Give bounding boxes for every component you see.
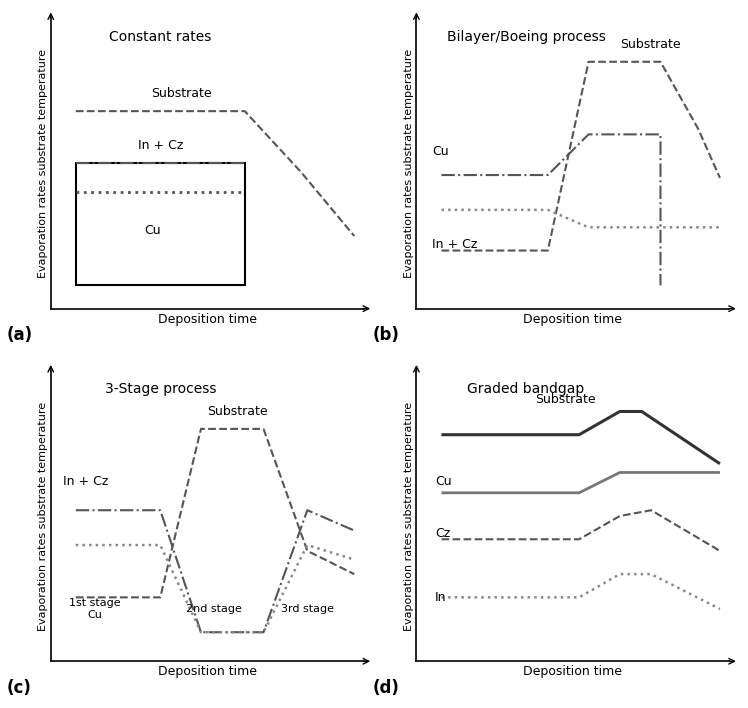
Text: 3-Stage process: 3-Stage process: [105, 382, 216, 396]
Text: Cu: Cu: [432, 145, 449, 159]
Text: In + Cz: In + Cz: [64, 474, 108, 488]
X-axis label: Deposition time: Deposition time: [524, 666, 622, 678]
Text: Substrate: Substrate: [151, 87, 212, 101]
Y-axis label: Evaporation rates substrate temperature: Evaporation rates substrate temperature: [404, 401, 414, 631]
Text: (c): (c): [7, 679, 32, 697]
Text: Graded bandgap: Graded bandgap: [468, 382, 585, 396]
X-axis label: Deposition time: Deposition time: [524, 313, 622, 326]
Text: In: In: [435, 591, 447, 604]
Text: 3rd stage: 3rd stage: [280, 604, 334, 614]
Text: Bilayer/Boeing process: Bilayer/Boeing process: [447, 30, 605, 44]
Text: (b): (b): [373, 326, 399, 344]
Text: Substrate: Substrate: [620, 38, 681, 51]
Y-axis label: Evaporation rates substrate temperature: Evaporation rates substrate temperature: [38, 49, 48, 278]
X-axis label: Deposition time: Deposition time: [158, 666, 257, 678]
Text: 1st stage
Cu: 1st stage Cu: [69, 598, 120, 620]
Y-axis label: Evaporation rates substrate temperature: Evaporation rates substrate temperature: [38, 401, 48, 631]
Text: In + Cz: In + Cz: [138, 139, 184, 152]
Text: Cu: Cu: [144, 224, 162, 236]
Text: Constant rates: Constant rates: [109, 30, 212, 44]
Text: 2nd stage: 2nd stage: [186, 604, 242, 614]
Bar: [76, 164, 245, 285]
Text: Substrate: Substrate: [207, 405, 268, 418]
Text: Cz: Cz: [435, 527, 450, 540]
Text: (d): (d): [373, 679, 399, 697]
Text: Substrate: Substrate: [536, 394, 596, 406]
Text: (a): (a): [7, 326, 33, 344]
Text: In + Cz: In + Cz: [432, 238, 477, 251]
Y-axis label: Evaporation rates substrate temperature: Evaporation rates substrate temperature: [404, 49, 414, 278]
X-axis label: Deposition time: Deposition time: [158, 313, 257, 326]
Text: Cu: Cu: [435, 474, 452, 488]
